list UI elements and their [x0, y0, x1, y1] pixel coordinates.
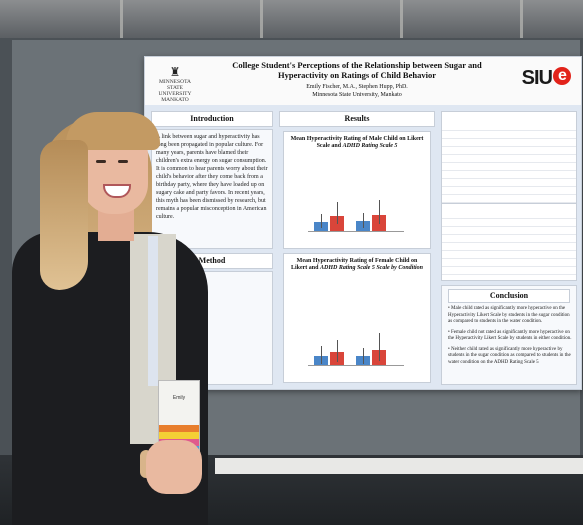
conclusion-bullet: • Male child rated as significantly more… — [448, 306, 570, 324]
chart-title-italic: Rating Scale 5 Scale by Condition — [337, 265, 424, 271]
chart-title: Mean Hyperactivity Rating of Female Chil… — [284, 258, 430, 272]
error-bar — [337, 202, 338, 224]
error-bar — [363, 213, 364, 228]
table-row — [442, 251, 576, 259]
error-bar — [321, 346, 322, 364]
introduction-heading: Introduction — [151, 111, 273, 127]
logo-mark-icon: ♜ — [169, 65, 181, 79]
table-row — [442, 243, 576, 251]
table-edge — [215, 458, 583, 474]
table-row — [442, 227, 576, 235]
table-row — [442, 235, 576, 243]
siue-logo: SIU e — [522, 67, 571, 90]
conclusion-bullet-text: Male child rated as significantly more h… — [448, 306, 570, 324]
poster-title: College Student's Perceptions of the Rel… — [232, 60, 482, 80]
table-header — [442, 204, 576, 219]
female-child-chart: Mean Hyperactivity Rating of Female Chil… — [283, 253, 431, 383]
chart-title-italic: ADHD — [319, 265, 338, 271]
error-bar — [363, 348, 364, 364]
authors-line: Emily Fischer, M.A., Stephen Hupp, PhD. — [306, 84, 408, 90]
affiliation-line: Minnesota State University, Mankato — [312, 92, 402, 98]
conclusion-bullet: • Female child not rated as significantl… — [448, 329, 572, 342]
minnesota-state-logo: ♜ MINNESOTA STATE UNIVERSITY MANKATO — [151, 65, 199, 103]
logo-left-text: MINNESOTA STATE UNIVERSITY MANKATO — [158, 79, 192, 103]
female-plot-area — [308, 310, 418, 366]
x-axis — [308, 365, 404, 366]
error-bar — [337, 340, 338, 362]
error-bar — [321, 214, 322, 228]
ceiling — [0, 0, 583, 38]
x-axis — [308, 231, 404, 232]
conclusion-heading: Conclusion — [448, 289, 570, 303]
table-row — [442, 179, 576, 187]
table-row — [442, 139, 576, 147]
error-bar — [379, 200, 380, 224]
conclusion-bullet-text: Neither child rated as significantly mor… — [448, 346, 571, 365]
chart-title-italic: ADHD — [342, 143, 360, 149]
bar-sugar-1 — [330, 216, 344, 232]
chart-title-part: Mean Hyperactivity Rating of Male Child … — [290, 136, 424, 149]
results-table-2 — [441, 203, 577, 281]
chart-title-part: Mean Hyperactivity Rating of Female Chil… — [290, 258, 418, 271]
introduction-panel: A link between sugar and hyperactivity h… — [151, 129, 273, 249]
table-row — [442, 171, 576, 179]
chart-title-italic: Rating Scale 5 — [359, 143, 398, 149]
male-plot-area — [308, 182, 418, 232]
ceiling-beam — [260, 0, 263, 38]
error-bar — [379, 333, 380, 361]
table-row — [442, 219, 576, 227]
table-row — [442, 163, 576, 171]
chart-title: Mean Hyperactivity Rating of Male Child … — [284, 136, 430, 150]
ceiling-beam — [400, 0, 403, 38]
poster-authors: Emily Fischer, M.A., Stephen Hupp, PhD. … — [207, 83, 507, 99]
introduction-text: A link between sugar and hyperactivity h… — [156, 134, 268, 220]
male-child-chart: Mean Hyperactivity Rating of Male Child … — [283, 131, 431, 249]
table-row — [442, 267, 576, 275]
poster-header: ♜ MINNESOTA STATE UNIVERSITY MANKATO Col… — [145, 57, 581, 105]
conclusion-panel: Conclusion • Male child rated as signifi… — [441, 285, 577, 385]
method-heading: Method — [151, 253, 273, 269]
conclusion-bullet: • Neither child rated as significantly m… — [448, 346, 571, 365]
ceiling-beam — [520, 0, 523, 38]
table-row — [442, 195, 576, 203]
conclusion-bullet-text: Female child not rated as significantly … — [448, 329, 572, 342]
table-row — [442, 259, 576, 267]
siue-logo-e: e — [553, 67, 571, 85]
table-header — [442, 112, 576, 131]
table-row — [442, 155, 576, 163]
ceiling-beam — [120, 0, 123, 38]
table-row — [442, 187, 576, 195]
siue-logo-text: SIU — [521, 67, 553, 89]
method-panel — [151, 271, 273, 385]
table-row — [442, 131, 576, 139]
table-row — [442, 147, 576, 155]
research-poster: ♜ MINNESOTA STATE UNIVERSITY MANKATO Col… — [144, 56, 582, 390]
results-heading: Results — [279, 111, 435, 127]
